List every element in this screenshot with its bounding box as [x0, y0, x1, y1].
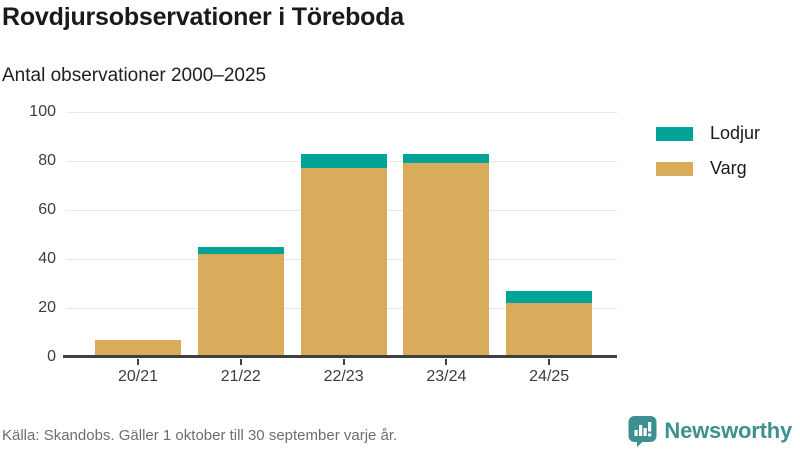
legend-item: Lodjur: [656, 123, 760, 144]
legend-swatch: [656, 126, 693, 141]
x-tick-label: 21/22: [220, 368, 261, 385]
x-tick-label: 22/23: [323, 368, 364, 385]
legend-label: Lodjur: [710, 123, 761, 143]
x-axis-tick: [137, 359, 139, 365]
bar-segment-lodjur: [403, 153, 490, 164]
source-note: Källa: Skandobs. Gäller 1 oktober till 3…: [2, 427, 398, 444]
legend-swatch: [656, 161, 693, 176]
bar-segment-varg: [506, 303, 593, 357]
bar-segment-lodjur: [197, 246, 284, 255]
chart-subtitle: Antal observationer 2000–2025: [2, 65, 267, 86]
y-tick-label: 80: [38, 152, 56, 169]
y-tick-label: 0: [47, 348, 56, 365]
bar-segment-varg: [197, 254, 284, 357]
x-tick-label: 23/24: [426, 368, 467, 385]
x-axis-line: [63, 355, 617, 358]
bar-segment-lodjur: [300, 153, 387, 169]
x-tick-label: 24/25: [529, 368, 570, 385]
bar-segment-varg: [300, 168, 387, 357]
legend-item: Varg: [656, 158, 760, 179]
y-tick-label: 60: [38, 201, 56, 218]
y-tick-label: 40: [38, 250, 56, 267]
newsworthy-wordmark: Newsworthy: [664, 418, 792, 443]
x-axis-tick: [239, 359, 242, 365]
newsworthy-logo-icon: [628, 415, 657, 447]
bar-segment-varg: [403, 163, 490, 357]
bar-segment-varg: [95, 339, 181, 357]
newsworthy-logo[interactable]: Newsworthy: [628, 415, 792, 447]
chart-legend: Lodjur Varg: [656, 123, 760, 193]
x-axis-tick: [342, 359, 345, 365]
plot-area: 0 20 40 60 80 100 20/21 21/22 22/23 23/24 24/25: [29, 103, 617, 385]
gridline: [66, 112, 617, 113]
x-axis-tick: [548, 359, 551, 365]
legend-label: Varg: [710, 158, 747, 178]
x-axis-tick: [445, 359, 448, 365]
page-title: Rovdjursobservationer i Töreboda: [2, 3, 405, 31]
y-tick-label: 100: [29, 103, 56, 120]
x-tick-label: 20/21: [117, 368, 159, 385]
y-tick-label: 20: [38, 299, 56, 316]
bar-segment-lodjur: [506, 290, 593, 304]
